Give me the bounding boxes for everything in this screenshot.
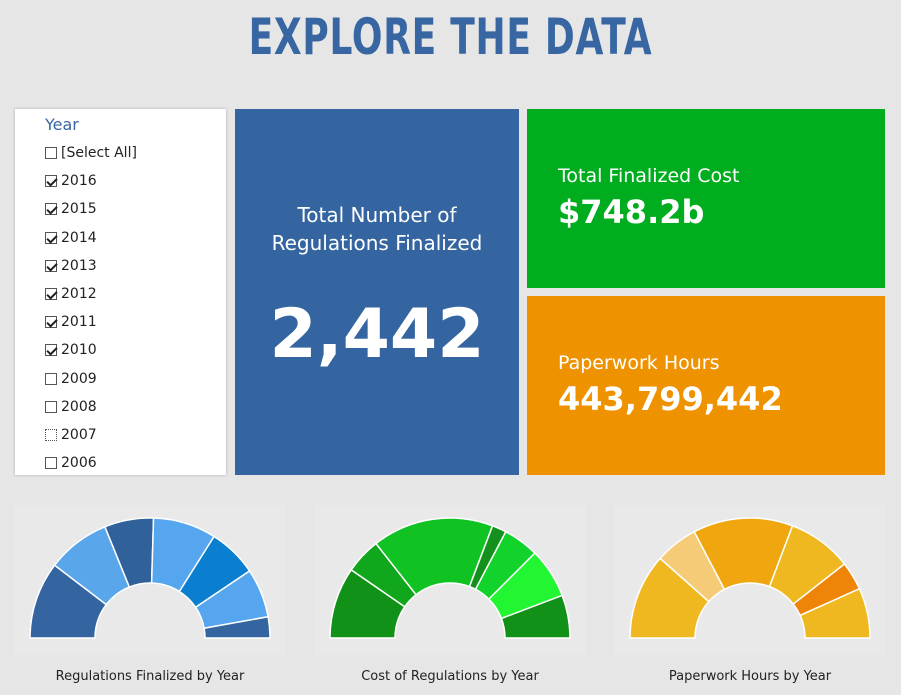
year-filter-item[interactable]: 2011 (45, 308, 226, 336)
year-filter-item[interactable]: 2016 (45, 167, 226, 195)
year-filter-label: 2011 (61, 314, 97, 331)
checkbox[interactable] (45, 344, 57, 357)
year-filter-item[interactable]: 2009 (45, 365, 226, 393)
year-filter-item[interactable]: 2013 (45, 252, 226, 280)
year-filter-list: [Select All] 2016 2015 2014 2013 2012 2011 2010… (45, 139, 226, 477)
year-filter-item[interactable]: [Select All] (45, 139, 226, 167)
cost-gauge-card[interactable] (315, 505, 585, 655)
checkbox[interactable] (45, 203, 57, 216)
hours-gauge-chart[interactable] (615, 505, 885, 655)
year-filter-panel: Year [Select All] 2016 2015 2014 2013 2012 201… (15, 109, 226, 475)
year-filter-label: 2007 (61, 426, 97, 443)
checkbox[interactable] (45, 372, 57, 385)
checkbox[interactable] (45, 400, 57, 413)
year-filter-label: 2006 (61, 455, 97, 472)
cost-kpi-value: $748.2b (558, 193, 705, 231)
checkbox[interactable] (45, 259, 57, 272)
year-filter-label: 2014 (61, 229, 97, 246)
year-filter-item[interactable]: 2014 (45, 224, 226, 252)
regulations-gauge-title: Regulations Finalized by Year (55, 669, 245, 684)
checkbox[interactable] (45, 147, 57, 160)
year-filter-label: [Select All] (61, 145, 137, 162)
regulations-gauge-card[interactable] (15, 505, 285, 655)
checkbox[interactable] (45, 175, 57, 188)
year-filter-item[interactable]: 2015 (45, 195, 226, 223)
regulations-kpi-card: Total Number of Regulations Finalized 2,… (235, 109, 519, 475)
gauge-segment[interactable] (500, 594, 571, 639)
cost-gauge-chart[interactable] (315, 505, 585, 655)
cost-kpi-card: Total Finalized Cost $748.2b (527, 109, 885, 288)
checkbox[interactable] (45, 428, 57, 441)
regulations-kpi-value: 2,442 (269, 295, 485, 374)
gauge-segment[interactable] (799, 587, 871, 639)
page-title: EXPLORE THE DATA (248, 8, 653, 66)
hours-kpi-label: Paperwork Hours (558, 352, 720, 374)
year-filter-label: 2016 (61, 173, 97, 190)
year-filter-label: 2012 (61, 286, 97, 303)
checkbox[interactable] (45, 231, 57, 244)
year-filter-label: 2015 (61, 201, 97, 218)
year-filter-item[interactable]: 2008 (45, 393, 226, 421)
checkbox[interactable] (45, 316, 57, 329)
checkbox[interactable] (45, 457, 57, 470)
year-filter-title: Year (45, 115, 79, 134)
year-filter-label: 2013 (61, 257, 97, 274)
year-filter-label: 2010 (61, 342, 97, 359)
hours-gauge-title: Paperwork Hours by Year (668, 669, 832, 684)
year-filter-label: 2008 (61, 398, 97, 415)
hours-gauge-card[interactable] (615, 505, 885, 655)
hours-kpi-card: Paperwork Hours 443,799,442 (527, 296, 885, 475)
cost-kpi-label: Total Finalized Cost (558, 165, 740, 187)
year-filter-label: 2009 (61, 370, 97, 387)
year-filter-item[interactable]: 2010 (45, 336, 226, 364)
year-filter-item[interactable]: 2012 (45, 280, 226, 308)
regulations-gauge-chart[interactable] (15, 505, 285, 655)
year-filter-item[interactable]: 2007 (45, 421, 226, 449)
regulations-kpi-label: Total Number of Regulations Finalized (271, 203, 483, 255)
year-filter-item[interactable]: 2006 (45, 449, 226, 477)
checkbox[interactable] (45, 288, 57, 301)
cost-gauge-title: Cost of Regulations by Year (361, 669, 539, 684)
hours-kpi-value: 443,799,442 (558, 380, 783, 418)
gauge-segment[interactable] (203, 615, 271, 639)
